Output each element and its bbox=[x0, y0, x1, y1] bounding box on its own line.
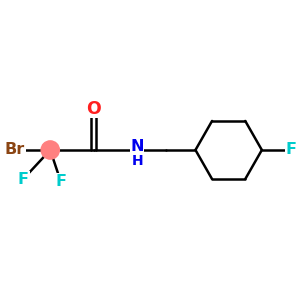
Text: O: O bbox=[86, 100, 101, 118]
Text: F: F bbox=[55, 174, 66, 189]
Text: Br: Br bbox=[5, 142, 25, 158]
Circle shape bbox=[41, 141, 59, 159]
Text: F: F bbox=[285, 142, 296, 158]
Text: N: N bbox=[130, 139, 144, 154]
Text: H: H bbox=[132, 154, 143, 168]
Text: F: F bbox=[18, 172, 29, 187]
